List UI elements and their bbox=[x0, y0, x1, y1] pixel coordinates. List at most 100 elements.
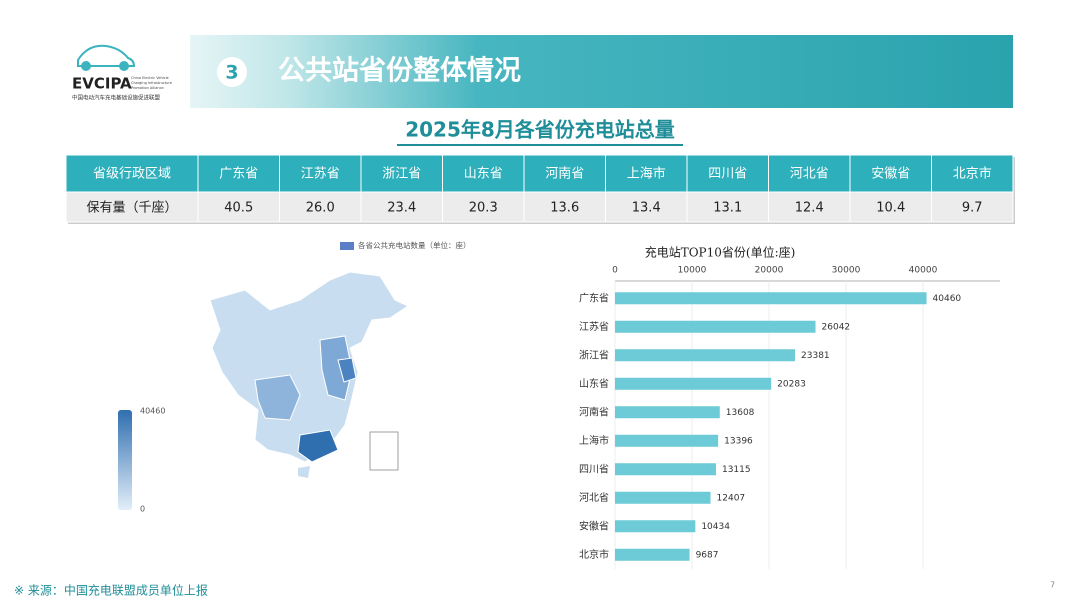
cell-text: 40.5 bbox=[224, 201, 253, 216]
header-text: 浙江省 bbox=[382, 167, 421, 182]
logo-line: China Electric Vehicle bbox=[131, 76, 169, 80]
header-text: 安徽省 bbox=[871, 167, 910, 182]
map-legend-swatch bbox=[340, 242, 354, 250]
x-tick-label: 10000 bbox=[678, 266, 707, 276]
logo-line: Promotion Alliance bbox=[131, 86, 164, 90]
header-text: 省级行政区域 bbox=[93, 167, 171, 182]
page-number: 7 bbox=[1050, 581, 1055, 590]
x-tick-label: 40000 bbox=[909, 266, 938, 276]
cell-text: 13.4 bbox=[632, 201, 661, 216]
bar bbox=[615, 406, 720, 419]
x-tick-label: 20000 bbox=[755, 266, 784, 276]
table-cell bbox=[931, 191, 1014, 223]
cell-text: 26.0 bbox=[306, 201, 335, 216]
bar bbox=[615, 434, 719, 447]
cell-text: 9.7 bbox=[962, 201, 983, 216]
footer-source: ※ 来源：中国充电联盟成员单位上报 bbox=[14, 583, 208, 598]
y-tick-label: 北京市 bbox=[579, 548, 609, 561]
logo: EVCIPA China Electric Vehicle Charging I… bbox=[72, 44, 172, 102]
value-label: 9687 bbox=[696, 550, 719, 560]
bar-chart: 充电站TOP10省份(单位:座) 0 10000 20000 30000 40000 广东… bbox=[579, 245, 1000, 569]
bar bbox=[615, 463, 716, 476]
header-text: 河南省 bbox=[545, 166, 584, 182]
cell-text: 12.4 bbox=[795, 201, 824, 216]
y-tick-label: 河南省 bbox=[579, 405, 609, 418]
bar bbox=[615, 548, 690, 561]
map-scale-bar bbox=[118, 410, 132, 510]
map-region bbox=[209, 271, 410, 463]
table-cell bbox=[523, 191, 606, 223]
cell-text: 20.3 bbox=[469, 201, 498, 216]
cell-text: 10.4 bbox=[876, 201, 905, 216]
bar bbox=[615, 349, 796, 362]
map-scale-min: 0 bbox=[140, 505, 145, 514]
map-scale-max: 40460 bbox=[140, 407, 165, 416]
value-label: 20283 bbox=[777, 379, 806, 389]
number-badge bbox=[217, 57, 247, 87]
value-label: 40460 bbox=[933, 294, 962, 304]
table-cell bbox=[279, 191, 362, 223]
header-cell bbox=[360, 154, 443, 193]
map-region bbox=[254, 374, 301, 421]
y-tick-label: 安徽省 bbox=[579, 519, 609, 532]
value-label: 23381 bbox=[801, 351, 830, 361]
bar bbox=[615, 292, 927, 305]
table-cell bbox=[686, 191, 769, 223]
y-tick-label: 江苏省 bbox=[579, 320, 609, 333]
logo-line: Charging Infrastructure bbox=[131, 81, 172, 85]
header-text: 江苏省 bbox=[301, 166, 340, 182]
logo-cn: 中国电动汽车充电基础设施促进联盟 bbox=[72, 94, 161, 102]
header-title: 公共站省份整体情况 bbox=[278, 56, 521, 87]
header-cell bbox=[768, 154, 851, 193]
y-tick-label: 上海市 bbox=[579, 434, 609, 447]
bar bbox=[615, 377, 772, 390]
cell-text: 13.6 bbox=[550, 201, 579, 216]
subtitle: 2025年8月各省份充电站总量 bbox=[405, 118, 675, 142]
header-cell bbox=[686, 154, 769, 193]
cell-text: 13.1 bbox=[713, 201, 742, 216]
header-text: 四川省 bbox=[708, 167, 747, 182]
table-cell bbox=[605, 191, 688, 223]
x-tick-label: 0 bbox=[612, 266, 618, 276]
map-region bbox=[298, 466, 310, 478]
map-region bbox=[319, 335, 353, 401]
table: 省级行政区域 广东省 江苏省 浙江省 山东省 河南省 上海市 四川省 河北省 安徽省 北京市保有量（… bbox=[65, 154, 1015, 224]
y-tick-label: 浙江省 bbox=[579, 348, 609, 361]
cell-text: 保有量（千座） bbox=[86, 201, 177, 216]
value-label: 13608 bbox=[726, 408, 755, 418]
logo-icon bbox=[119, 61, 129, 71]
header-text: 山东省 bbox=[464, 167, 503, 182]
map-legend: 各省公共充电站数量（单位：座） bbox=[358, 240, 471, 250]
value-label: 13396 bbox=[724, 436, 753, 446]
y-tick-label: 河北省 bbox=[579, 491, 609, 504]
y-tick-label: 四川省 bbox=[579, 462, 609, 475]
value-label: 12407 bbox=[717, 493, 746, 503]
x-tick-label: 30000 bbox=[832, 266, 861, 276]
bar bbox=[615, 320, 816, 333]
logo-icon bbox=[81, 61, 91, 71]
section-number: 3 bbox=[225, 62, 238, 84]
header-text: 广东省 bbox=[219, 167, 258, 182]
bar bbox=[615, 520, 696, 533]
value-label: 13115 bbox=[722, 465, 751, 475]
header-bar bbox=[190, 35, 1013, 108]
logo-text: EVCIPA bbox=[72, 75, 132, 93]
table-cell bbox=[360, 191, 443, 223]
chart-title: 充电站TOP10省份(单位:座) bbox=[645, 245, 796, 260]
cell-text: 23.4 bbox=[387, 201, 416, 216]
table-cell bbox=[442, 191, 525, 223]
y-tick-label: 广东省 bbox=[579, 291, 609, 304]
header-cell bbox=[605, 154, 688, 193]
header-cell bbox=[931, 154, 1014, 193]
value-label: 10434 bbox=[701, 522, 730, 532]
value-label: 26042 bbox=[822, 322, 851, 332]
bar bbox=[615, 491, 711, 504]
table-cell bbox=[849, 191, 932, 223]
map: 各省公共充电站数量（单位：座） 40460 0 bbox=[118, 240, 471, 514]
header-text: 河北省 bbox=[790, 167, 829, 182]
table-cell bbox=[65, 191, 199, 223]
header-text: 上海市 bbox=[627, 166, 666, 182]
map-inset bbox=[369, 431, 399, 471]
y-tick-label: 山东省 bbox=[579, 377, 609, 390]
